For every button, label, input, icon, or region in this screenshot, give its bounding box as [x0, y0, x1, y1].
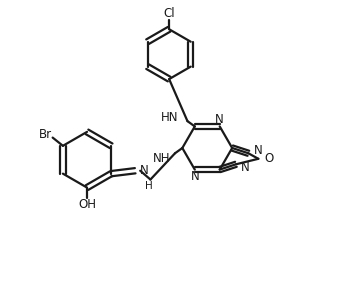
Text: N: N — [241, 161, 250, 174]
Text: H: H — [145, 181, 153, 191]
Text: N: N — [140, 164, 149, 177]
Text: N: N — [215, 113, 224, 126]
Text: NH: NH — [153, 152, 170, 165]
Text: OH: OH — [78, 198, 96, 211]
Text: N: N — [254, 144, 262, 157]
Text: O: O — [264, 152, 273, 165]
Text: N: N — [190, 170, 199, 183]
Text: HN: HN — [161, 111, 178, 124]
Text: Br: Br — [39, 128, 52, 141]
Text: Cl: Cl — [163, 7, 175, 20]
